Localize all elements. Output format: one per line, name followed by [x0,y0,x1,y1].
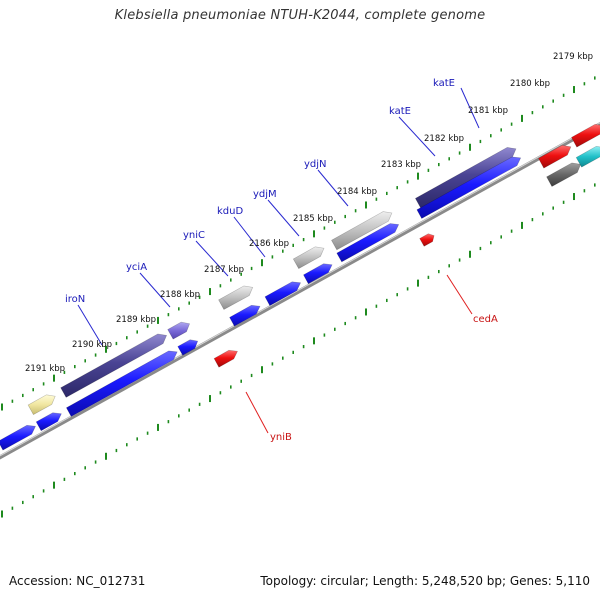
gene-yniB-arrow [213,349,238,368]
gene-label-upper: katE [433,78,455,89]
upper-leader-line [233,216,266,258]
gene-label-lower: yniB [270,432,292,443]
kbp-label: 2188 kbp [160,290,200,300]
gene-blue-arrow [264,281,302,307]
gene-blue-arrow [177,339,199,356]
gene-label-upper: iroN [65,294,85,305]
gene-label-upper: ydjM [253,189,277,200]
gene-red-band [538,144,572,169]
gene-cyan-band [575,145,600,168]
accession-label: Accession: NC_012731 [9,574,146,588]
lower-tick-ring [1,183,596,518]
kbp-label: 2182 kbp [424,134,464,144]
kbp-label: 2184 kbp [337,187,377,197]
gene-ydjM-band [292,246,325,270]
upper-leader-line [77,304,103,346]
backbone-line [0,121,600,460]
gene-cedA-arrow [419,233,435,247]
gene-katE-band [414,147,517,209]
gene-blue-arrow [229,304,261,327]
gene-dark-band [546,162,582,187]
lower-leader-line [245,391,269,434]
gene-kduD-band [218,285,254,310]
gene-label-upper: katE [389,106,411,117]
lower-leader-line [446,274,473,315]
gene-features [0,123,600,451]
map-title: Klebsiella pneumoniae NTUH-K2044, comple… [114,8,486,23]
kbp-label: 2185 kbp [293,214,333,224]
genome-summary: Topology: circular; Length: 5,248,520 bp… [260,574,590,588]
kbp-label: 2186 kbp [249,239,289,249]
upper-tick-ring [1,76,596,411]
gene-label-upper: kduD [217,206,243,217]
gene-blue-arrow [303,263,333,285]
upper-leader-line [139,272,171,308]
upper-leader-line [398,116,436,157]
kbp-label: 2179 kbp [553,52,593,62]
upper-leader-line [460,87,480,129]
gene-label-lower: cedA [473,314,498,325]
map-labels: 2179 kbp 2180 kbp 2181 kbp 2182 kbp 2183 kbp… [25,52,593,443]
upper-leader-line [195,240,229,277]
gene-label-upper: yciA [126,262,147,273]
kbp-label: 2191 kbp [25,364,65,374]
gene-ydjN-band [331,211,393,251]
gene-blue-arrow [416,156,522,219]
gene-blue-arrow [336,223,400,263]
kbp-label: 2183 kbp [381,160,421,170]
gene-iroN-band [60,333,168,398]
kbp-label: 2181 kbp [468,106,508,116]
kbp-label: 2187 kbp [204,265,244,275]
gene-yciA-band [167,321,191,340]
gene-blue-arrow [0,424,36,451]
genome-backbone [0,121,600,460]
kbp-label: 2180 kbp [510,79,550,89]
gene-red-band [571,123,600,148]
gene-label-upper: yniC [183,230,205,241]
gene-yellow-band [27,394,56,416]
gene-blue-arrow [35,412,62,432]
kbp-label: 2189 kbp [116,315,156,325]
upper-leader-line [267,199,300,237]
label-leader-lines [77,87,480,434]
gene-blue-arrow [65,350,178,417]
upper-leader-line [317,169,349,207]
gene-label-upper: ydjN [304,159,327,170]
kbp-label: 2190 kbp [72,340,112,350]
